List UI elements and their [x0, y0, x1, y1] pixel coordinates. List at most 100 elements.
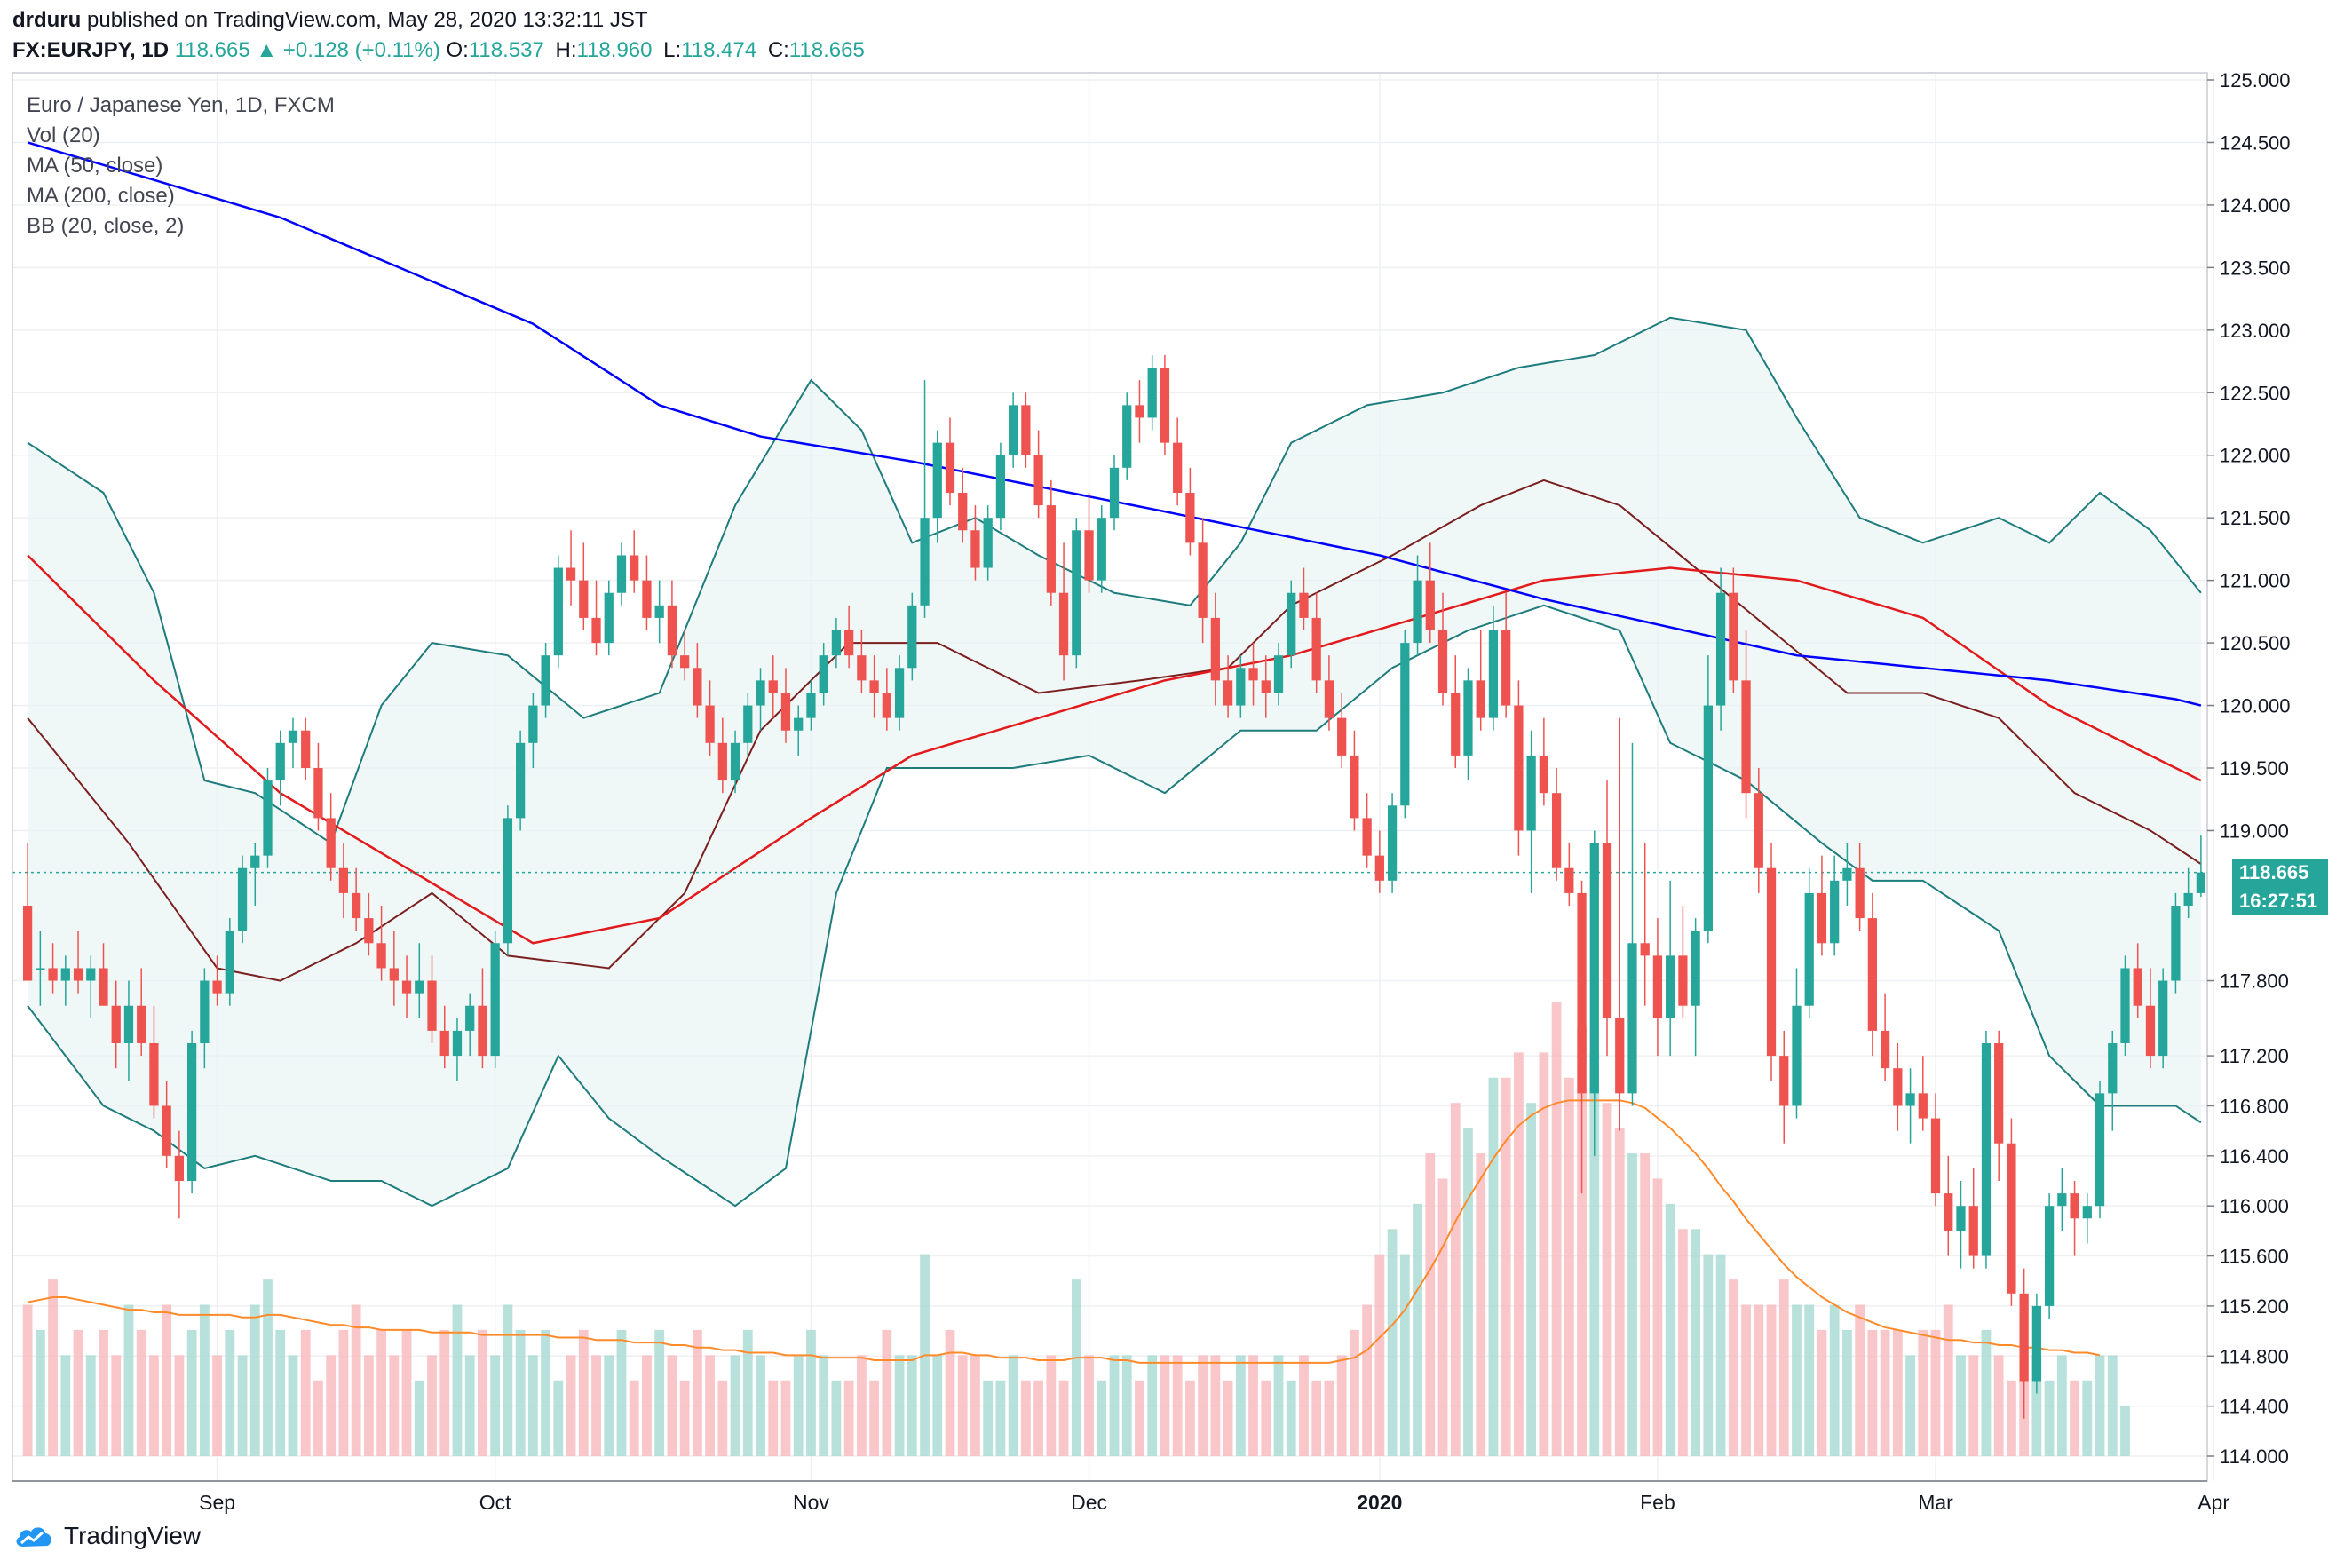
volume-bar: [48, 1279, 58, 1456]
volume-bar: [237, 1355, 248, 1456]
volume-bar: [1551, 1002, 1562, 1456]
y-tick-label: 116.000: [2220, 1195, 2289, 1217]
candle-body: [1855, 867, 1865, 919]
candle-body: [1273, 655, 1284, 693]
volume-bar: [856, 1355, 867, 1456]
candle-body: [1287, 592, 1296, 656]
candle-body: [1804, 892, 1814, 1006]
candle-body: [1766, 867, 1777, 1057]
candle-body: [123, 1005, 134, 1043]
candle-body: [1009, 405, 1018, 455]
candle-body: [1109, 467, 1120, 519]
candle-body: [794, 717, 804, 731]
candle-body: [1021, 405, 1031, 455]
candle-body: [1362, 818, 1372, 856]
candle-body: [1299, 592, 1309, 618]
volume-bar: [1665, 1203, 1675, 1456]
candle-body: [162, 1105, 171, 1156]
candle-body: [149, 1043, 159, 1106]
candle-body: [907, 605, 917, 669]
x-tick-label: Apr: [2198, 1491, 2229, 1514]
candle-body: [743, 705, 753, 743]
volume-bar: [313, 1380, 323, 1456]
volume-bar: [35, 1329, 45, 1456]
volume-bar: [1135, 1380, 1144, 1456]
volume-bar: [111, 1355, 122, 1456]
y-tick-label: 114.400: [2220, 1396, 2289, 1418]
volume-bar: [1867, 1329, 1878, 1456]
volume-bar: [123, 1304, 134, 1456]
volume-bar: [578, 1329, 589, 1456]
candle-body: [894, 668, 905, 718]
candle-body: [541, 655, 550, 706]
legend-bollinger[interactable]: BB (20, close, 2): [27, 214, 185, 238]
candle-body: [250, 855, 260, 868]
y-tick-label: 120.500: [2220, 632, 2291, 654]
candle-body: [415, 980, 424, 994]
volume-bar: [667, 1355, 677, 1456]
symbol-name[interactable]: FX:EURJPY, 1D: [12, 38, 170, 62]
candle-body: [1198, 542, 1208, 618]
volume-bar: [186, 1329, 197, 1456]
footer-brand[interactable]: TradingView: [12, 1518, 201, 1554]
candle-body: [1741, 680, 1751, 794]
candle-body: [1905, 1093, 1915, 1106]
volume-bar: [1071, 1279, 1081, 1456]
volume-bar: [1198, 1355, 1208, 1456]
volume-bar: [1703, 1254, 1714, 1456]
candle-body: [566, 567, 576, 581]
candle-body: [1400, 643, 1410, 806]
candle-body: [1792, 1005, 1802, 1106]
candle-body: [2070, 1193, 2079, 1219]
open-label: O:: [446, 38, 469, 62]
volume-bar: [566, 1355, 576, 1456]
volume-bar: [1413, 1203, 1422, 1456]
volume-bar: [1172, 1355, 1183, 1456]
legend-ma200[interactable]: MA (200, close): [27, 184, 175, 208]
volume-bar: [376, 1329, 386, 1456]
legend-volume[interactable]: Vol (20): [27, 123, 100, 147]
legend-ma50[interactable]: MA (50, close): [27, 154, 163, 178]
volume-bar: [780, 1380, 791, 1456]
candle-body: [1918, 1093, 1928, 1119]
volume-bar: [1691, 1229, 1701, 1456]
open-value: 118.537: [468, 38, 544, 62]
close-label: C:: [767, 38, 789, 62]
candle-body: [1160, 368, 1170, 443]
candle-body: [780, 693, 791, 731]
publish-line: drduru published on TradingView.com, May…: [12, 5, 2321, 36]
last-price: 118.665: [174, 38, 250, 62]
volume-bar: [1286, 1380, 1296, 1456]
y-tick-label: 123.500: [2220, 257, 2291, 279]
candle-body: [1097, 518, 1106, 581]
volume-bar: [1399, 1254, 1410, 1456]
candle-body: [99, 968, 108, 1006]
y-tick-label: 117.800: [2220, 970, 2289, 993]
candle-body: [225, 931, 234, 994]
publisher-user[interactable]: drduru: [12, 8, 82, 32]
bb-upper-line: [27, 316, 2202, 845]
candle-body: [1539, 755, 1548, 794]
candle-body: [1754, 793, 1763, 868]
candle-body: [1236, 668, 1246, 706]
candle-body: [1324, 680, 1334, 718]
volume-bar: [22, 1304, 33, 1456]
volume-bar: [275, 1329, 286, 1456]
candle-body: [970, 530, 980, 568]
candle-body: [1033, 455, 1043, 506]
candle-body: [1666, 955, 1675, 1018]
candle-body: [1437, 630, 1448, 693]
legend-instrument[interactable]: Euro / Japanese Yen, 1D, FXCM: [27, 93, 335, 117]
candle-body: [1729, 592, 1738, 681]
y-tick-label: 120.000: [2220, 695, 2291, 717]
volume-bar: [99, 1329, 108, 1456]
volume-bar: [1918, 1329, 1928, 1456]
candle-body: [1463, 680, 1473, 756]
volume-bar: [1425, 1153, 1436, 1456]
candle-body: [844, 630, 854, 656]
volume-bar: [1817, 1329, 1827, 1456]
volume-bar: [957, 1355, 968, 1456]
volume-bar: [654, 1329, 665, 1456]
candle-body: [1337, 717, 1347, 756]
